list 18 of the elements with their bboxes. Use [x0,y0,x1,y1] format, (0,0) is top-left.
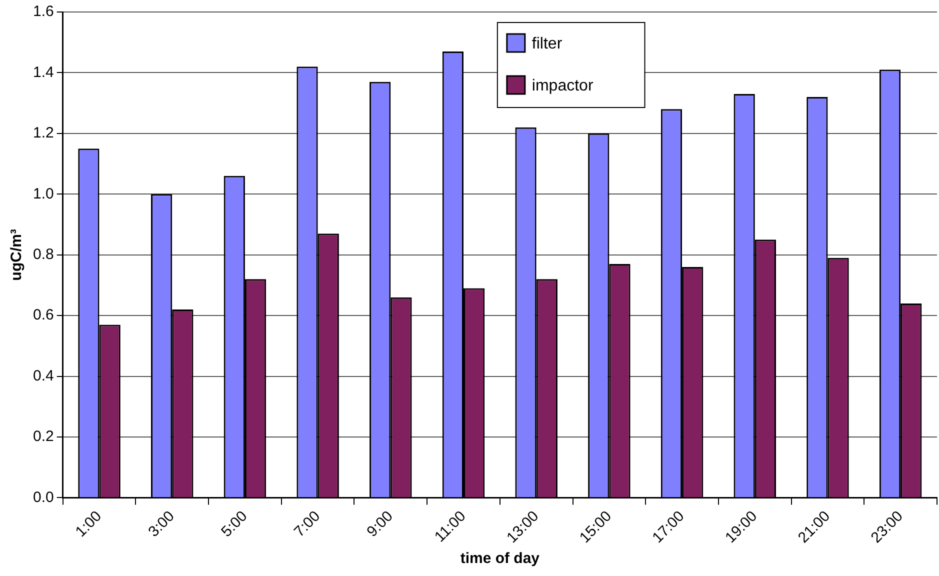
legend-label: filter [532,35,563,52]
y-tick-label: 0.4 [32,367,54,384]
x-tick-label: 5:00 [218,508,251,540]
y-tick-label: 0.2 [32,428,54,446]
y-tick-label: 0.0 [32,488,54,506]
x-axis-title: time of day [460,550,540,568]
y-tick-label: 1.6 [32,3,54,20]
y-tick-label: 0.6 [32,306,54,324]
x-tick-label: 9:00 [364,508,396,540]
y-tick-label: 1.4 [32,64,54,81]
y-tick-label: 0.8 [32,246,54,264]
x-tick-label: 7:00 [290,508,324,540]
x-tick-label: 3:00 [145,508,178,540]
x-tick-label: 1:00 [72,508,106,540]
y-axis-title: ugC/m³ [8,229,26,281]
y-tick-label: 1.0 [32,185,54,202]
y-tick-label: 1.2 [32,124,54,142]
legend-label: impactor [532,77,594,94]
